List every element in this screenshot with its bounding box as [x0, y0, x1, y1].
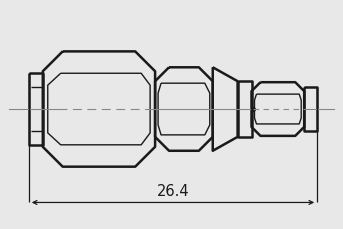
Text: 26.4: 26.4: [157, 185, 189, 199]
